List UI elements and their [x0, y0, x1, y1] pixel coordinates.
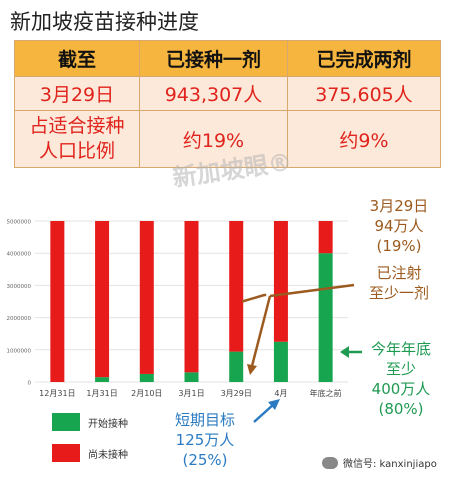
label-line: 人口比例 [38, 140, 115, 162]
bar-not-started [184, 221, 199, 373]
cell-population-share-label: 占适合接种 人口比例 [14, 110, 140, 168]
table-row: 占适合接种 人口比例 约19% 约9% [14, 110, 441, 168]
annotation-line: 125万人 [175, 431, 235, 449]
bar-started [95, 377, 110, 382]
annotation-line: 3月29日 [369, 197, 429, 215]
arrow-green-head [340, 346, 349, 358]
annotation-march29: 3月29日 94万人 (19%) [356, 196, 442, 256]
cell-date: 3月29日 [14, 76, 140, 111]
bar-started [318, 253, 333, 382]
annotation-line: 至少 [385, 360, 416, 378]
legend-item-started: 开始接种 [52, 413, 128, 431]
legend-swatch-red [52, 444, 80, 462]
arrow-blue-head [268, 399, 280, 410]
bar-not-started [50, 221, 65, 382]
legend-label: 尚未接种 [88, 449, 128, 461]
y-tick-label: 4000000 [7, 252, 32, 258]
bar-started [184, 372, 199, 382]
bar-not-started [273, 221, 288, 342]
header-cell-two-doses: 已完成两剂 [287, 40, 441, 77]
annotation-line: (25%) [182, 451, 228, 469]
arrow-brown-down [250, 295, 272, 367]
annotation-line: 至少一剂 [368, 284, 429, 302]
annotation-year-end: 今年年底 至少 400万人 (80%) [356, 339, 446, 419]
y-tick-label: 2000000 [7, 316, 32, 322]
annotation-line: 短期目标 [174, 411, 235, 429]
arrow-brown-left [241, 293, 267, 303]
legend-item-not-started: 尚未接种 [52, 444, 128, 462]
annotation-line: 400万人 [371, 380, 431, 398]
header-cell-one-dose: 已接种一剂 [139, 40, 288, 77]
annotation-injected: 已注射 至少一剂 [354, 263, 444, 303]
y-tick-label: 1000000 [7, 348, 32, 354]
header-cell-date: 截至 [14, 40, 140, 77]
x-tick-label: 年底之前 [310, 388, 342, 398]
y-tick-label: 3000000 [7, 284, 32, 290]
annotation-line: 94万人 [374, 217, 424, 235]
annotation-line: (19%) [376, 237, 422, 255]
cell-one-dose-count: 943,307人 [139, 76, 288, 111]
page-title: 新加坡疫苗接种进度 [10, 10, 199, 34]
legend-label: 开始接种 [88, 418, 128, 430]
bar-started [139, 373, 154, 382]
annotation-line: 今年年底 [370, 340, 431, 358]
bar-not-started [139, 221, 154, 374]
table-row: 3月29日 943,307人 375,605人 [14, 76, 441, 111]
x-tick-label: 3月29日 [221, 389, 252, 398]
annotation-line: (80%) [378, 400, 424, 418]
y-tick-label: 0 [28, 381, 32, 387]
wechat-icon [322, 456, 338, 469]
vaccination-summary-table: 截至 已接种一剂 已完成两剂 3月29日 943,307人 375,605人 占… [14, 40, 441, 168]
cell-two-dose-share: 约9% [287, 110, 441, 168]
x-tick-label: 4月 [274, 389, 287, 398]
bar-not-started [229, 221, 244, 352]
bar-started [229, 351, 244, 382]
bar-not-started [95, 221, 110, 378]
arrow-blue [253, 403, 275, 423]
annotation-line: 已注射 [376, 264, 422, 282]
arrow-brown-right [269, 283, 355, 298]
x-tick-label: 1月31日 [86, 389, 117, 398]
x-tick-label: 2月10日 [131, 389, 162, 398]
x-tick-label: 12月31日 [39, 389, 75, 398]
bar-not-started [318, 221, 333, 254]
bar-started [273, 341, 288, 382]
label-line: 占适合接种 [29, 115, 125, 137]
annotation-short-term: 短期目标 125万人 (25%) [160, 410, 250, 470]
x-tick-label: 3月1日 [178, 389, 204, 398]
table-header-row: 截至 已接种一剂 已完成两剂 [14, 40, 441, 77]
y-tick-label: 5000000 [7, 220, 32, 226]
wechat-id: 微信号: kanxinjiapo [322, 455, 437, 470]
cell-two-dose-count: 375,605人 [287, 76, 441, 111]
arrow-brown-head [247, 364, 257, 375]
cell-one-dose-share: 约19% [139, 110, 288, 168]
legend-swatch-green [52, 413, 80, 431]
wechat-label: 微信号: kanxinjiapo [343, 459, 437, 470]
